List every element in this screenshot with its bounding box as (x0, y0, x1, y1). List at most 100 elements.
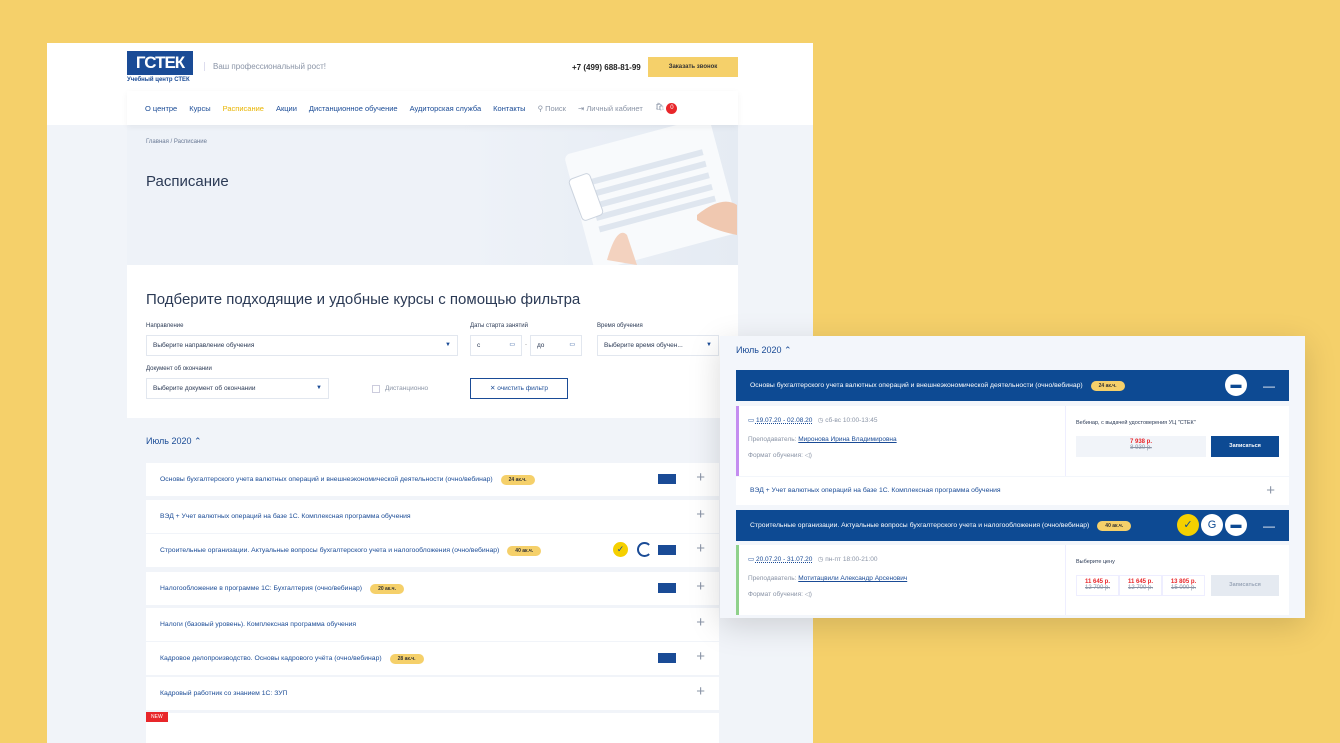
choose-price-label: Выберите цену (1076, 559, 1115, 565)
breadcrumb[interactable]: Главная / Расписание (146, 139, 207, 145)
account-link[interactable]: ⇥ Личный кабинет (577, 103, 643, 113)
price-box[interactable]: 7 938 р. 8 930 р. (1076, 436, 1206, 457)
logo[interactable]: ГСТЕК Учебный центр СТЕК (127, 51, 193, 91)
month-toggle[interactable]: Июль 2020 ⌃ (146, 436, 202, 446)
course-row[interactable]: ВЭД + Учет валютных операций на базе 1С.… (736, 477, 1289, 505)
chevron-up-icon: ⌃ (784, 345, 792, 355)
webinar-icon: ◁) (804, 591, 812, 598)
course-row[interactable]: Налогообложение в программе 1С: Бухгалте… (146, 572, 719, 605)
time-label: Время обучения (597, 323, 643, 329)
page-title: Расписание (146, 173, 229, 190)
nav-promo[interactable]: Акции (275, 103, 297, 113)
teacher-link[interactable]: Мотитацвили Александр Арсенович (798, 575, 908, 582)
remote-label: Дистанционно (385, 385, 429, 392)
session-dates: ▭ 20.07.20 - 31.07.20 ◷ пн-пт 18:00-21:0… (748, 556, 878, 563)
check-badge-icon: ✓ (1177, 514, 1199, 536)
cart-icon: 🛍 (654, 102, 665, 111)
dates-label: Даты старта занятий (470, 323, 529, 329)
chevron-up-icon: ⌃ (194, 436, 202, 446)
clear-filter-button[interactable]: ✕ очистить фильтр (470, 378, 568, 399)
phone[interactable]: +7 (499) 688-81-99 (572, 63, 641, 72)
direction-label: Направление (146, 323, 184, 329)
search-link[interactable]: ⚲ Поиск (537, 103, 566, 113)
chevron-down-icon: ▼ (316, 385, 322, 391)
course-header-expanded[interactable]: Строительные организации. Актуальные воп… (736, 510, 1289, 541)
call-button[interactable]: Заказать звонок (648, 57, 738, 77)
calendar-icon: ▭ (748, 556, 755, 563)
chevron-down-icon: ▼ (706, 342, 712, 348)
doc-label: Документ об окончании (146, 366, 212, 372)
hours-badge: 40 ак.ч. (1097, 520, 1132, 531)
minus-icon[interactable]: — (1263, 518, 1275, 533)
login-icon: ⇥ (577, 103, 585, 113)
course-row[interactable]: Строительные организации. Актуальные воп… (146, 534, 719, 567)
session-details: ▭ 20.07.20 - 31.07.20 ◷ пн-пт 18:00-21:0… (736, 545, 1289, 615)
session-details: ▭ 19.07.20 - 02.08.20 ◷ сб-вс 10:00-13:4… (736, 406, 1289, 476)
partner-logo-icon: G (1201, 514, 1223, 536)
certificate-icon (658, 545, 676, 555)
filter-section: Подберите подходящие и удобные курсы с п… (127, 265, 738, 418)
website-page: ГСТЕК Учебный центр СТЕК Ваш профессионал… (47, 43, 813, 743)
signup-button-disabled[interactable]: Записаться (1211, 575, 1279, 596)
cart-button[interactable]: 🛍 0 (655, 102, 678, 114)
plus-icon[interactable]: + (696, 469, 705, 486)
doc-select[interactable]: Выберите документ об окончании ▼ (146, 378, 329, 399)
calendar-icon: ▭ (509, 342, 515, 348)
teacher-link[interactable]: Миронова Ирина Владимировна (798, 436, 897, 443)
slogan: Ваш профессиональный рост! (204, 62, 326, 71)
search-icon: ⚲ (537, 103, 544, 113)
hours-badge: 28 ак.ч. (389, 653, 424, 664)
remote-checkbox[interactable] (372, 385, 380, 393)
hours-badge: 24 ак.ч. (1090, 380, 1125, 391)
cart-count: 0 (666, 103, 678, 114)
course-row[interactable]: Кадровое делопроизводство. Основы кадров… (146, 642, 719, 675)
nav-courses[interactable]: Курсы (189, 103, 211, 113)
course-row[interactable] (146, 713, 719, 743)
price-option[interactable]: 13 805 р. 15 000 р. (1162, 575, 1205, 596)
certificate-icon (658, 474, 676, 484)
nav-about[interactable]: О центре (145, 103, 178, 113)
calendar-icon: ▭ (569, 342, 575, 348)
plus-icon[interactable]: + (696, 578, 705, 595)
clock-icon: ◷ (817, 417, 824, 424)
signup-button[interactable]: Записаться (1211, 436, 1279, 457)
plus-icon[interactable]: + (696, 683, 705, 700)
course-row[interactable]: Кадровый работник со знанием 1С: ЗУП + (146, 677, 719, 710)
nav-contacts[interactable]: Контакты (493, 103, 526, 113)
format-option: Вебинар, с выдачей удостоверения УЦ "СТЕ… (1076, 420, 1196, 426)
nav-schedule[interactable]: Расписание (222, 103, 264, 113)
price-option[interactable]: 11 645 р. 12 700 р. (1119, 575, 1162, 596)
new-badge: NEW (146, 712, 168, 722)
hours-badge: 20 ак.ч. (370, 583, 404, 594)
time-select[interactable]: Выберите время обучен... ▼ (597, 335, 719, 356)
course-row[interactable]: ВЭД + Учет валютных операций на базе 1С.… (146, 500, 719, 533)
plus-icon[interactable]: + (696, 506, 705, 523)
price-option[interactable]: 11 645 р. 12 700 р. (1076, 575, 1119, 596)
certificate-icon (658, 653, 676, 663)
hero-keyboard-image (565, 125, 737, 265)
certificate-icon: ▬ (1225, 374, 1247, 396)
plus-icon[interactable]: + (696, 540, 705, 557)
course-row[interactable]: Основы бухгалтерского учета валютных опе… (146, 463, 719, 496)
certificate-icon: ▬ (1225, 514, 1247, 536)
partner-logo-icon (637, 542, 652, 557)
hours-badge: 40 ак.ч. (507, 545, 542, 556)
session-dates: ▭ 19.07.20 - 02.08.20 ◷ сб-вс 10:00-13:4… (748, 417, 878, 424)
plus-icon[interactable]: + (696, 648, 705, 665)
calendar-icon: ▭ (748, 417, 755, 424)
course-header-expanded[interactable]: Основы бухгалтерского учета валютных опе… (736, 370, 1289, 401)
nav-remote[interactable]: Дистанционное обучение (308, 103, 398, 113)
plus-icon[interactable]: + (1266, 482, 1275, 499)
clock-icon: ◷ (817, 556, 824, 563)
minus-icon[interactable]: — (1263, 378, 1275, 393)
plus-icon[interactable]: + (696, 614, 705, 631)
nav-audit[interactable]: Аудиторская служба (409, 103, 482, 113)
date-to-input[interactable]: до ▭ (530, 335, 582, 356)
direction-select[interactable]: Выберите направление обучения ▼ (146, 335, 458, 356)
date-from-input[interactable]: с ▭ (470, 335, 522, 356)
month-toggle[interactable]: Июль 2020 ⌃ (736, 345, 792, 355)
hours-badge: 24 ак.ч. (500, 474, 535, 485)
webinar-icon: ◁) (804, 452, 812, 459)
filter-title: Подберите подходящие и удобные курсы с п… (146, 291, 581, 308)
course-row[interactable]: Налоги (базовый уровень). Комплексная пр… (146, 608, 719, 641)
